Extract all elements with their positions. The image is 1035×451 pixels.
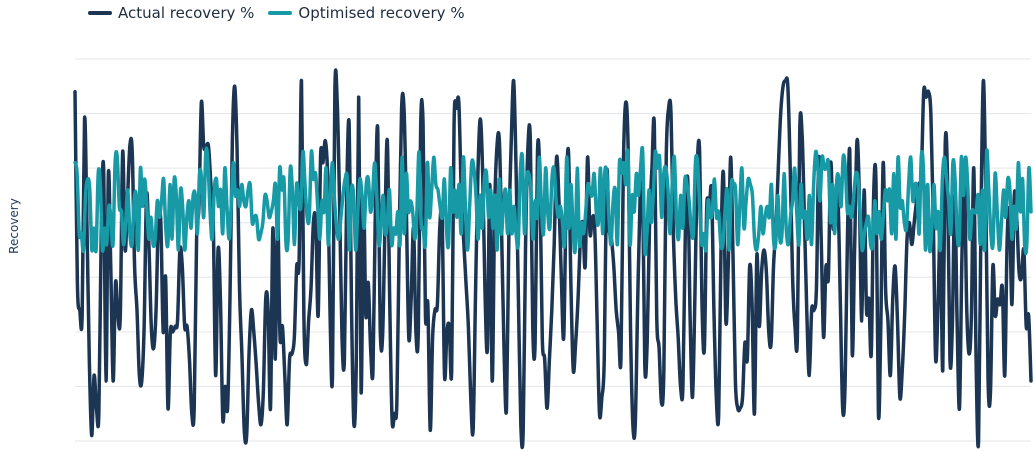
legend-swatch-optimised (268, 11, 293, 15)
series-line-optimised-recovery (73, 145, 1033, 257)
series-layer (73, 68, 1033, 450)
legend-item-optimised[interactable]: Optimised recovery % (268, 4, 465, 22)
legend-label-actual: Actual recovery % (118, 4, 255, 22)
legend-swatch-actual (88, 11, 112, 15)
legend-label-optimised: Optimised recovery % (298, 4, 465, 22)
legend-item-actual[interactable]: Actual recovery % (88, 4, 254, 22)
series-line-actual-recovery (73, 68, 1033, 450)
legend: Actual recovery % Optimised recovery % (88, 2, 465, 24)
